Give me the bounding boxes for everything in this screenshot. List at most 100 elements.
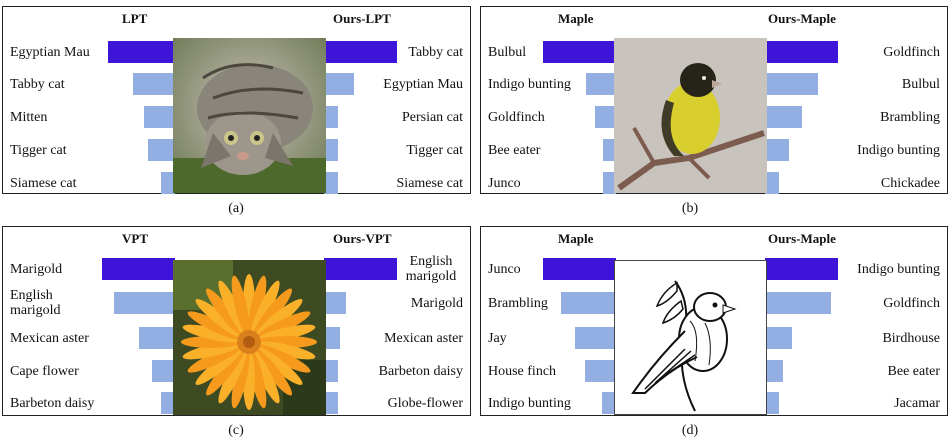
- right-class-label: Bulbul: [901, 76, 940, 92]
- right-method-title: Ours-LPT: [333, 11, 391, 26]
- left-class-label: Mexican aster: [10, 330, 89, 346]
- right-class-label: Bee eater: [887, 363, 940, 379]
- right-method-title: Ours-VPT: [333, 231, 392, 246]
- right-score-bar-persian-cat: [324, 106, 338, 128]
- left-class-label: Barbeton daisy: [10, 395, 95, 411]
- left-score-bar-tigger-cat: [148, 139, 175, 161]
- left-score-bar-barbeton-daisy: [161, 392, 175, 414]
- right-class-label: Indigo bunting: [857, 142, 940, 158]
- left-class-label: Egyptian Mau: [10, 44, 90, 60]
- right-class-label: Goldfinch: [883, 44, 940, 60]
- left-class-label: Goldfinch: [488, 109, 545, 125]
- left-class-label: Bee eater: [488, 142, 541, 158]
- right-class-label: Persian cat: [401, 109, 463, 125]
- bird-sketch: [614, 260, 767, 415]
- right-class-label: Tigger cat: [406, 142, 463, 158]
- caption-c: (c): [228, 423, 244, 438]
- left-class-label: Siamese cat: [10, 175, 77, 191]
- left-score-bar-bee-eater: [603, 139, 616, 161]
- right-score-bar-birdhouse: [765, 327, 792, 349]
- right-score-bar-bulbul: [765, 73, 818, 95]
- right-class-label: Mexican aster: [384, 330, 463, 346]
- right-score-bar-goldfinch: [765, 292, 831, 314]
- left-score-bar-mexican-aster: [139, 327, 175, 349]
- panel-a: LPT Ours-LPT Egyptian Mau Tabby cat Mitten…: [2, 6, 471, 194]
- right-class-label: Marigold: [410, 295, 463, 311]
- left-class-label: Mitten: [10, 109, 48, 125]
- left-class-label: Indigo bunting: [488, 395, 571, 411]
- left-score-bar-indigo-bunting: [602, 392, 616, 414]
- caption-b: (b): [681, 201, 699, 216]
- left-class-label: English marigold: [10, 288, 61, 318]
- left-score-bar-siamese-cat: [161, 172, 175, 194]
- right-score-bar-tigger-cat: [324, 139, 338, 161]
- marigold-photo: [173, 260, 326, 415]
- left-score-bar-mitten: [144, 106, 175, 128]
- left-class-label: Cape flower: [10, 363, 79, 379]
- caption-a: (a): [228, 201, 244, 216]
- right-class-label: Siamese cat: [396, 175, 463, 191]
- right-class-label: English marigold: [405, 254, 457, 284]
- left-class-label: Tigger cat: [10, 142, 67, 158]
- right-class-label: Birdhouse: [882, 330, 940, 346]
- left-score-bar-goldfinch: [595, 106, 616, 128]
- cat-photo: [173, 38, 326, 193]
- left-class-label: Tabby cat: [10, 76, 65, 92]
- left-score-bar-indigo-bunting: [586, 73, 616, 95]
- caption-d: (d): [681, 423, 699, 438]
- left-class-label: Jay: [488, 330, 507, 346]
- right-score-bar-marigold: [324, 292, 346, 314]
- right-score-bar-mexican-aster: [324, 327, 340, 349]
- right-score-bar-bee-eater: [765, 360, 783, 382]
- left-score-bar-tabby-cat: [133, 73, 175, 95]
- left-method-title: Maple: [558, 11, 594, 26]
- left-score-bar-egyptian-mau: [108, 41, 175, 63]
- right-class-label: Barbeton daisy: [378, 363, 463, 379]
- right-class-label: Tabby cat: [408, 44, 463, 60]
- right-score-bar-goldfinch: [765, 41, 838, 63]
- left-class-label: Junco: [488, 175, 521, 191]
- left-score-bar-marigold: [102, 258, 175, 280]
- left-class-label: Bulbul: [488, 44, 527, 60]
- left-class-label: Junco: [488, 261, 521, 277]
- right-score-bar-siamese-cat: [324, 172, 338, 194]
- goldfinch-photo: [614, 38, 767, 193]
- left-method-title: LPT: [122, 11, 148, 26]
- right-score-bar-indigo-bunting: [765, 139, 789, 161]
- panel-b: Maple Ours-Maple Bulbul Indigo bunting Gol…: [480, 6, 948, 194]
- left-score-bar-jay: [575, 327, 616, 349]
- left-score-bar-cape-flower: [152, 360, 175, 382]
- right-score-bar-brambling: [765, 106, 802, 128]
- left-class-label: Marigold: [10, 261, 63, 277]
- left-score-bar-english-marigold: [114, 292, 175, 314]
- left-method-title: Maple: [558, 231, 594, 246]
- right-score-bar-egyptian-mau: [324, 73, 354, 95]
- left-score-bar-brambling: [561, 292, 616, 314]
- right-class-label: Globe-flower: [387, 395, 463, 411]
- right-score-bar-indigo-bunting: [765, 258, 838, 280]
- right-class-label: Egyptian Mau: [383, 76, 463, 92]
- right-score-bar-globe-flower: [324, 392, 338, 414]
- right-class-label: Brambling: [880, 109, 940, 125]
- left-class-label: Indigo bunting: [488, 76, 571, 92]
- left-score-bar-junco: [543, 258, 616, 280]
- right-class-label: Goldfinch: [883, 295, 940, 311]
- panel-c: VPT Ours-VPT Marigold English marigold Mex…: [2, 226, 471, 416]
- right-class-label: Indigo bunting: [857, 261, 940, 277]
- left-score-bar-junco: [603, 172, 616, 194]
- right-class-label: Jacamar: [894, 395, 940, 411]
- left-score-bar-house-finch: [585, 360, 616, 382]
- left-class-label: House finch: [488, 363, 557, 379]
- right-score-bar-chickadee: [765, 172, 779, 194]
- right-score-bar-jacamar: [765, 392, 779, 414]
- right-score-bar-english-marigold: [324, 258, 397, 280]
- left-method-title: VPT: [122, 231, 148, 246]
- left-score-bar-bulbul: [543, 41, 616, 63]
- right-score-bar-barbeton-daisy: [324, 360, 338, 382]
- left-class-label: Brambling: [488, 295, 548, 311]
- right-method-title: Ours-Maple: [768, 11, 836, 26]
- right-method-title: Ours-Maple: [768, 231, 836, 246]
- panel-d: Maple Ours-Maple Junco Brambling Jay House …: [480, 226, 948, 416]
- right-class-label: Chickadee: [880, 175, 940, 191]
- right-score-bar-tabby-cat: [324, 41, 397, 63]
